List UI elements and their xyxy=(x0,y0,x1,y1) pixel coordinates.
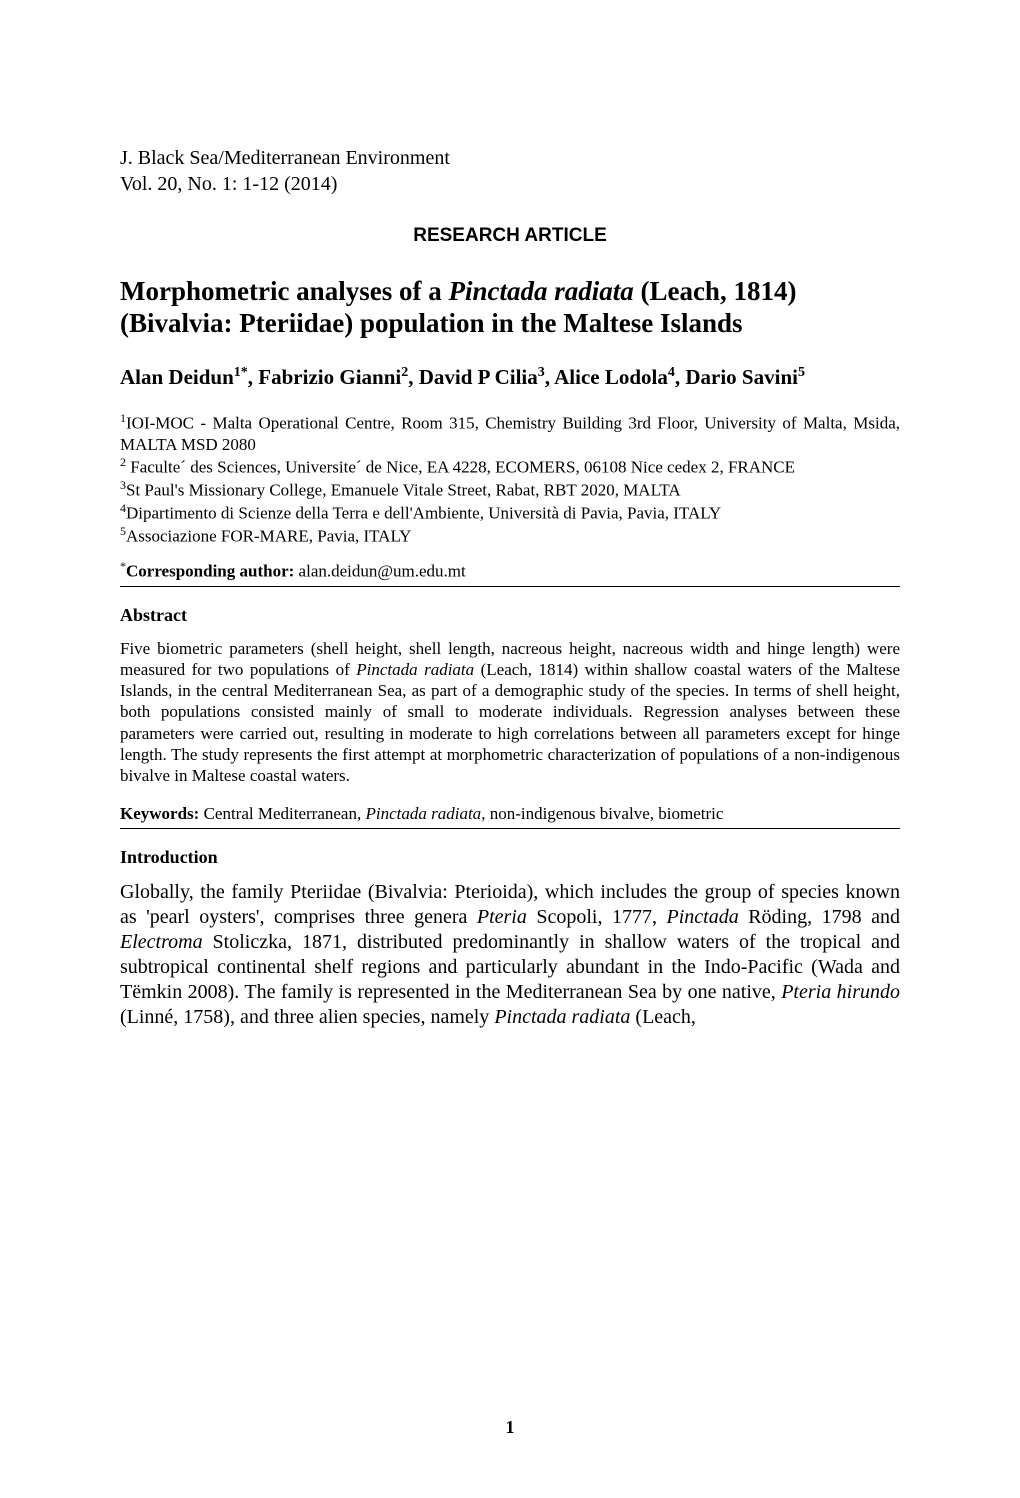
intro-part2: Scopoli, 1777, xyxy=(527,906,667,928)
author-separator: , xyxy=(675,365,686,389)
author-name: Dario Savini xyxy=(685,365,798,389)
corresponding-author: *Corresponding author: alan.deidun@um.ed… xyxy=(120,559,900,582)
intro-italic4: Pteria hirundo xyxy=(781,981,900,1003)
affiliation-item: 3St Paul's Missionary College, Emanuele … xyxy=(120,478,900,501)
intro-italic1: Pteria xyxy=(477,906,527,928)
authors-list: Alan Deidun1*, Fabrizio Gianni2, David P… xyxy=(120,364,900,391)
intro-part3: Röding, 1798 and xyxy=(739,906,900,928)
journal-volume: Vol. 20, No. 1: 1-12 (2014) xyxy=(120,171,900,197)
keywords-italic1: Pinctada radiata xyxy=(365,804,481,823)
affiliation-text: IOI-MOC - Malta Operational Centre, Room… xyxy=(120,414,900,454)
abstract-italic1: Pinctada radiata xyxy=(356,660,474,679)
author-name: Fabrizio Gianni xyxy=(258,365,401,389)
intro-part5: (Linné, 1758), and three alien species, … xyxy=(120,1006,494,1028)
keywords-line: Keywords: Central Mediterranean, Pinctad… xyxy=(120,804,900,824)
keywords-part2: , non-indigenous bivalve, biometric xyxy=(481,804,723,823)
article-type: RESEARCH ARTICLE xyxy=(120,225,900,247)
introduction-heading: Introduction xyxy=(120,847,900,868)
affiliation-text: Dipartimento di Scienze della Terra e de… xyxy=(126,504,721,523)
corresponding-label: Corresponding author: xyxy=(126,562,294,581)
affiliation-text: Associazione FOR-MARE, Pavia, ITALY xyxy=(126,527,411,546)
title-italic1: Pinctada radiata xyxy=(448,276,633,306)
title-part1: Morphometric analyses of a xyxy=(120,276,448,306)
intro-italic5: Pinctada radiata xyxy=(494,1006,630,1028)
intro-italic2: Pinctada xyxy=(667,906,739,928)
affiliation-text: St Paul's Missionary College, Emanuele V… xyxy=(126,481,681,500)
affiliation-item: 2 Faculte´ des Sciences, Universite´ de … xyxy=(120,455,900,478)
keywords-label: Keywords: xyxy=(120,804,199,823)
author-name: Alan Deidun xyxy=(120,365,234,389)
author-name: Alice Lodola xyxy=(554,365,668,389)
abstract-text: Five biometric parameters (shell height,… xyxy=(120,638,900,787)
article-title: Morphometric analyses of a Pinctada radi… xyxy=(120,275,900,340)
corresponding-email: alan.deidun@um.edu.mt xyxy=(294,562,465,581)
author-sup: 5 xyxy=(798,365,805,380)
affiliation-item: 4Dipartimento di Scienze della Terra e d… xyxy=(120,501,900,524)
keywords-part1: Central Mediterranean, xyxy=(199,804,365,823)
page-number: 1 xyxy=(0,1417,1020,1438)
abstract-heading: Abstract xyxy=(120,605,900,626)
intro-part6: (Leach, xyxy=(630,1006,696,1028)
author-separator: , xyxy=(545,365,554,389)
journal-info: J. Black Sea/Mediterranean Environment V… xyxy=(120,145,900,197)
author-separator: , xyxy=(408,365,419,389)
author-sup: 3 xyxy=(538,365,545,380)
affiliation-text: Faculte´ des Sciences, Universite´ de Ni… xyxy=(126,458,795,477)
author-separator: , xyxy=(248,365,259,389)
affiliations-list: 1IOI-MOC - Malta Operational Centre, Roo… xyxy=(120,411,900,547)
author-sup: 1* xyxy=(234,365,248,380)
intro-italic3: Electroma xyxy=(120,931,203,953)
divider-line-2 xyxy=(120,828,900,829)
affiliation-item: 5Associazione FOR-MARE, Pavia, ITALY xyxy=(120,524,900,547)
author-sup: 4 xyxy=(668,365,675,380)
divider-line xyxy=(120,586,900,587)
journal-name: J. Black Sea/Mediterranean Environment xyxy=(120,145,900,171)
affiliation-item: 1IOI-MOC - Malta Operational Centre, Roo… xyxy=(120,411,900,455)
introduction-text: Globally, the family Pteriidae (Bivalvia… xyxy=(120,880,900,1030)
author-name: David P Cilia xyxy=(419,365,538,389)
